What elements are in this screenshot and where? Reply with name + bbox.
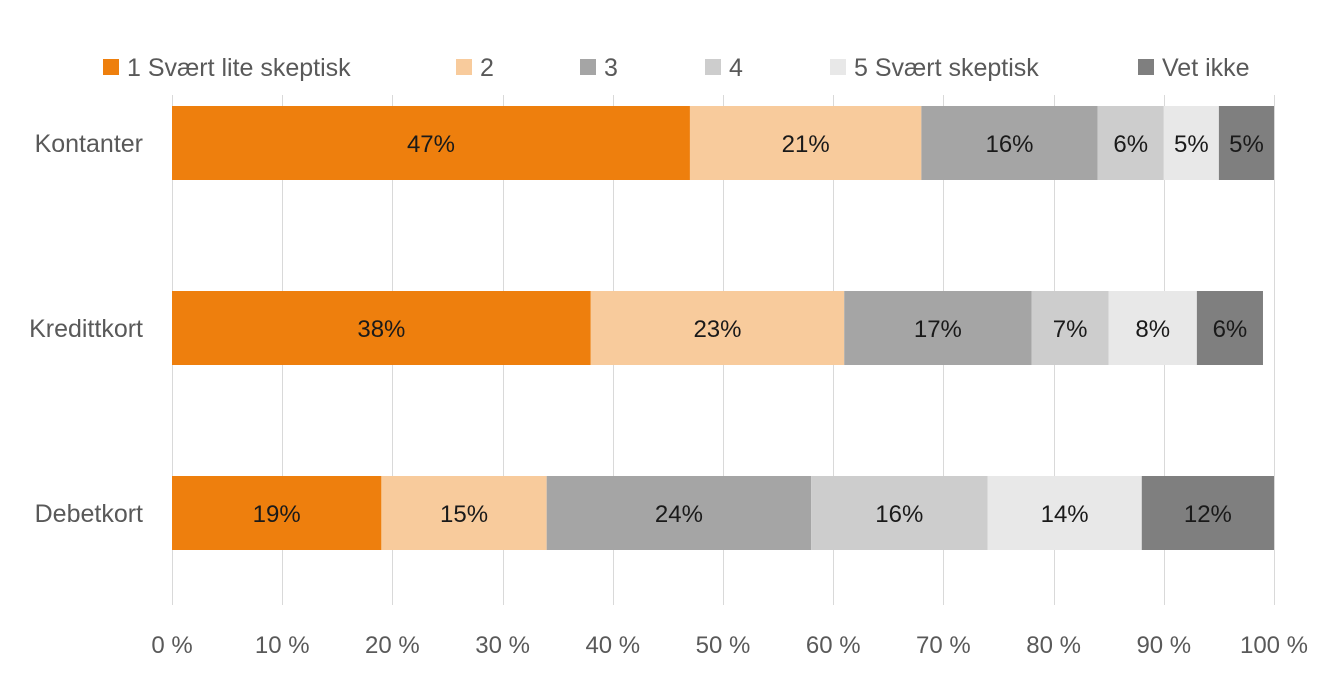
legend-swatch [705, 59, 721, 75]
bar-value-label: 21% [782, 131, 830, 158]
legend-item: 2 [456, 54, 494, 82]
legend-swatch [103, 59, 119, 75]
bar-value-label: 14% [1041, 501, 1089, 528]
bar-value-label: 24% [655, 501, 703, 528]
legend: 1 Svært lite skeptisk 2 3 4 5 Svært skeptisk… [103, 54, 1250, 82]
legend-swatch [580, 59, 596, 75]
bar-segment [172, 476, 382, 550]
bar-segment [590, 291, 845, 365]
bar-segment [689, 106, 922, 180]
legend-item: 1 Svært lite skeptisk [103, 54, 351, 82]
legend-label: 2 [480, 54, 494, 82]
bar-value-label: 16% [985, 131, 1033, 158]
bar-segment [1218, 106, 1274, 180]
category-label: Kredittkort [29, 315, 143, 343]
legend-item: 5 Svært skeptisk [830, 54, 1039, 82]
bar-value-label: 6% [1113, 131, 1148, 158]
x-tick-label: 0 % [151, 632, 192, 659]
bar-segment [1163, 106, 1219, 180]
x-tick-label: 20 % [365, 632, 420, 659]
bar-value-label: 16% [875, 501, 923, 528]
legend-swatch [456, 59, 472, 75]
bar-value-label: 47% [407, 131, 455, 158]
bar-segment [1031, 291, 1109, 365]
bar-segment [987, 476, 1142, 550]
x-tick-label: 80 % [1026, 632, 1081, 659]
data-labels: 47% 21% 16% 6% 5% 5% 38% 23% 17% 7% 8% 6% 19% 15% 24% 1… [253, 131, 1264, 528]
bar-value-label: 12% [1184, 501, 1232, 528]
legend-item: 4 [705, 54, 743, 82]
bar-segment [1108, 291, 1197, 365]
legend-label: 4 [729, 54, 743, 82]
x-tick-label: 30 % [475, 632, 530, 659]
bar-value-label: 5% [1174, 131, 1209, 158]
x-tick-label: 100 % [1240, 632, 1308, 659]
bar-segment [172, 106, 690, 180]
bar-segment [1141, 476, 1274, 550]
x-tick-label: 60 % [806, 632, 861, 659]
bar-value-label: 15% [440, 501, 488, 528]
bar-value-label: 8% [1135, 316, 1170, 343]
x-tick-label: 50 % [696, 632, 751, 659]
legend-item: Vet ikke [1138, 54, 1250, 82]
x-axis-ticks: 0 % 10 % 20 % 30 % 40 % 50 % 60 % 70 % 80 % 90 % 1… [151, 632, 1308, 659]
legend-label: 3 [604, 54, 618, 82]
bar-segment [172, 291, 591, 365]
bar-segment [921, 106, 1098, 180]
bar-value-label: 19% [253, 501, 301, 528]
bar-segment [844, 291, 1032, 365]
x-tick-label: 70 % [916, 632, 971, 659]
bar-segment [1097, 106, 1164, 180]
legend-swatch [830, 59, 846, 75]
x-tick-label: 40 % [585, 632, 640, 659]
legend-label: 1 Svært lite skeptisk [127, 54, 351, 82]
bar-segment [811, 476, 988, 550]
legend-item: 3 [580, 54, 618, 82]
bar-value-label: 23% [693, 316, 741, 343]
x-tick-label: 90 % [1136, 632, 1191, 659]
legend-label: Vet ikke [1162, 54, 1250, 82]
legend-swatch [1138, 59, 1154, 75]
x-tick-label: 10 % [255, 632, 310, 659]
bar-segment [381, 476, 547, 550]
bar-value-label: 5% [1229, 131, 1264, 158]
category-label: Kontanter [35, 130, 143, 158]
category-label: Debetkort [35, 500, 143, 528]
legend-label: 5 Svært skeptisk [854, 54, 1039, 82]
bars [172, 106, 1274, 550]
bar-value-label: 7% [1053, 316, 1088, 343]
bar-value-label: 17% [914, 316, 962, 343]
bar-segment [1196, 291, 1263, 365]
category-labels: Kontanter Kredittkort Debetkort [29, 130, 143, 528]
bar-value-label: 38% [357, 316, 405, 343]
bar-segment [546, 476, 812, 550]
bar-value-label: 6% [1213, 316, 1248, 343]
